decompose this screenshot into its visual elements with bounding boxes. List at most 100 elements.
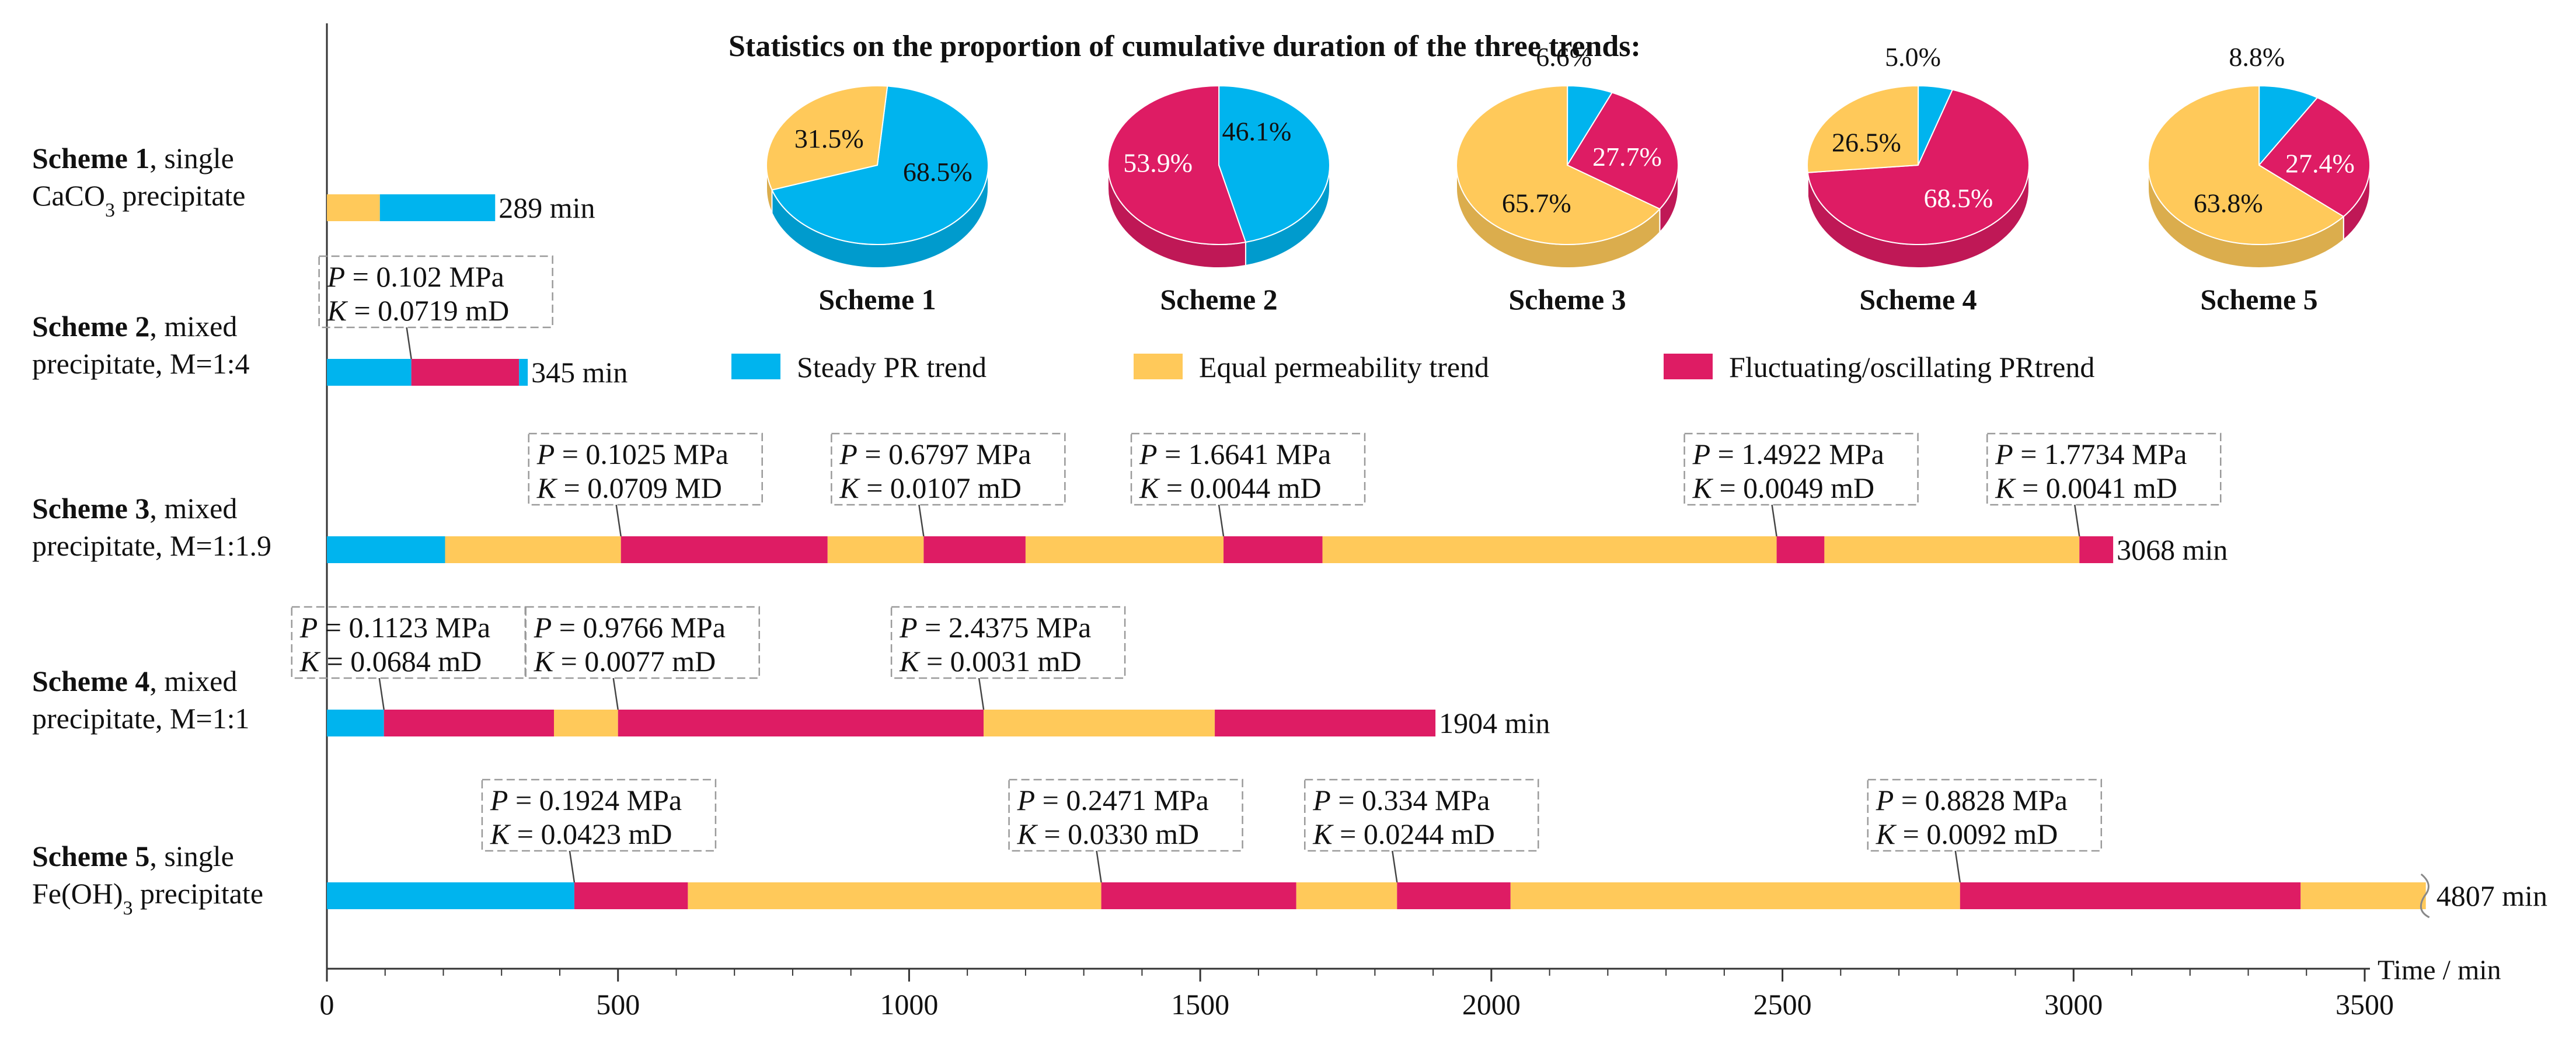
pie-title: Scheme 4 bbox=[1859, 283, 1977, 316]
callout-box bbox=[291, 606, 526, 679]
bar-segment-equal bbox=[688, 882, 1101, 909]
bar-segment-steady bbox=[327, 359, 412, 386]
bar-segment-steady bbox=[327, 710, 384, 736]
callout-box bbox=[1130, 432, 1366, 506]
bar-segment-fluct bbox=[1397, 882, 1511, 909]
x-tick-label: 3500 bbox=[2336, 988, 2394, 1021]
pie-chart: 6.6% 27.7% 65.7% Scheme 3 bbox=[1456, 42, 1679, 316]
bar-segment-fluct bbox=[574, 882, 688, 909]
callout-box bbox=[1867, 778, 2103, 852]
callout-pressure: P = 0.1123 MPa bbox=[299, 611, 490, 644]
legend-swatch-fluct bbox=[1664, 354, 1713, 379]
bar-segment-fluct bbox=[1223, 536, 1323, 563]
x-tick-label: 3000 bbox=[2044, 988, 2103, 1021]
pie-title: Scheme 5 bbox=[2200, 283, 2317, 316]
pie-slice-fluct bbox=[1807, 89, 2030, 245]
legend-label: Fluctuating/oscillating PRtrend bbox=[1729, 351, 2094, 383]
x-tick-label: 2000 bbox=[1462, 988, 1521, 1021]
callout-pressure: P = 1.7734 MPa bbox=[1995, 438, 2187, 470]
scheme-rows: Scheme 1, single CaCO3 precipitate 289 min… bbox=[32, 142, 2547, 919]
callout-permeability: K = 0.0709 MD bbox=[536, 472, 722, 504]
legend-swatch-steady bbox=[731, 354, 780, 379]
pie-slice-label: 53.9% bbox=[1123, 148, 1193, 178]
scheme-row: Scheme 4, mixed precipitate, M=1:1 1904 mi… bbox=[32, 606, 1550, 739]
bar-segment-steady bbox=[327, 536, 445, 563]
callout-box bbox=[1986, 432, 2222, 506]
callout-permeability: K = 0.0041 mD bbox=[1995, 472, 2177, 504]
bar-segment-equal bbox=[984, 710, 1215, 736]
pie-title: Scheme 3 bbox=[1508, 283, 1626, 316]
callout-leader bbox=[569, 850, 576, 883]
bar-segment-fluct bbox=[2079, 536, 2114, 563]
callout-box bbox=[528, 432, 763, 506]
x-tick-label: 1500 bbox=[1171, 988, 1229, 1021]
bar-segment-equal bbox=[1824, 536, 2080, 563]
x-tick-label: 1000 bbox=[880, 988, 938, 1021]
pie-slice-label: 46.1% bbox=[1222, 116, 1292, 146]
callout-permeability: K = 0.0719 mD bbox=[327, 294, 510, 327]
pie-charts: 68.5% 31.5% Scheme 1 46.1% 53.9% Scheme 2 6.6%… bbox=[766, 42, 2371, 316]
callout-box bbox=[831, 432, 1066, 506]
callout-pressure: P = 0.9766 MPa bbox=[534, 611, 726, 644]
bar-segment-equal bbox=[327, 194, 380, 221]
bar-segment-fluct bbox=[621, 536, 828, 563]
pie-slice-steady bbox=[1218, 85, 1330, 243]
pie-slice-fluct bbox=[1566, 92, 1679, 210]
pie-chart: 5.0% 68.5% 26.5% Scheme 4 bbox=[1807, 42, 2030, 316]
callout-permeability: K = 0.0423 mD bbox=[490, 818, 672, 850]
callout-pressure: P = 0.334 MPa bbox=[1312, 784, 1490, 816]
pie-slice-label: 63.8% bbox=[2194, 188, 2263, 218]
bar-segment-fluct bbox=[618, 710, 984, 736]
scheme-row: Scheme 2, mixed precipitate, M=1:4 345 min… bbox=[32, 255, 628, 389]
bar-segment-equal bbox=[445, 536, 621, 563]
axis-break-mark bbox=[2420, 873, 2430, 919]
callout-permeability: K = 0.0044 mD bbox=[1139, 472, 1322, 504]
bar-segment-equal bbox=[1510, 882, 1960, 909]
callout-permeability: K = 0.0330 mD bbox=[1017, 818, 1200, 850]
x-tick-label: 500 bbox=[596, 988, 640, 1021]
pie-title: Scheme 1 bbox=[818, 283, 936, 316]
x-tick-label: 2500 bbox=[1754, 988, 1812, 1021]
pie-slice-equal bbox=[2148, 85, 2345, 245]
callout-permeability: K = 0.0684 mD bbox=[299, 645, 482, 678]
callout-permeability: K = 0.0049 mD bbox=[1692, 472, 1875, 504]
bar-segment-fluct bbox=[923, 536, 1026, 563]
scheme-row: Scheme 5, single Fe(OH)3 precipitate 4807 … bbox=[32, 778, 2547, 919]
legend-label: Steady PR trend bbox=[797, 351, 987, 383]
callout-box bbox=[318, 255, 553, 329]
callout-pressure: P = 0.2471 MPa bbox=[1017, 784, 1209, 816]
pie-slice-label: 31.5% bbox=[794, 124, 864, 153]
scheme-label: Scheme 2, mixed bbox=[32, 310, 237, 343]
callout-pressure: P = 1.6641 MPa bbox=[1139, 438, 1331, 470]
callout-permeability: K = 0.0092 mD bbox=[1876, 818, 2058, 850]
callout-pressure: P = 0.102 MPa bbox=[327, 260, 504, 293]
pie-slice-fluct bbox=[1107, 85, 1247, 245]
pie-chart: 46.1% 53.9% Scheme 2 bbox=[1107, 85, 1330, 316]
callout-box bbox=[1683, 432, 1919, 506]
x-axis: Time / min 0 500 1000 1500 2000 2500 3000 3500 bbox=[320, 23, 2501, 1021]
callout-leader bbox=[1096, 850, 1102, 883]
callout-pressure: P = 0.1025 MPa bbox=[536, 438, 728, 470]
scheme-label: Scheme 3, mixed bbox=[32, 492, 237, 525]
bar-segment-equal bbox=[827, 536, 924, 563]
pie-slice-label: 68.5% bbox=[1924, 183, 1993, 213]
legend-label: Equal permeability trend bbox=[1199, 351, 1489, 383]
callout-pressure: P = 1.4922 MPa bbox=[1692, 438, 1884, 470]
callout-permeability: K = 0.0031 mD bbox=[899, 645, 1082, 678]
callout-box bbox=[481, 778, 717, 852]
pie-slice-fluct bbox=[2258, 97, 2371, 218]
pie-slice-equal bbox=[1807, 85, 1919, 173]
callout-pressure: P = 2.4375 MPa bbox=[899, 611, 1091, 644]
